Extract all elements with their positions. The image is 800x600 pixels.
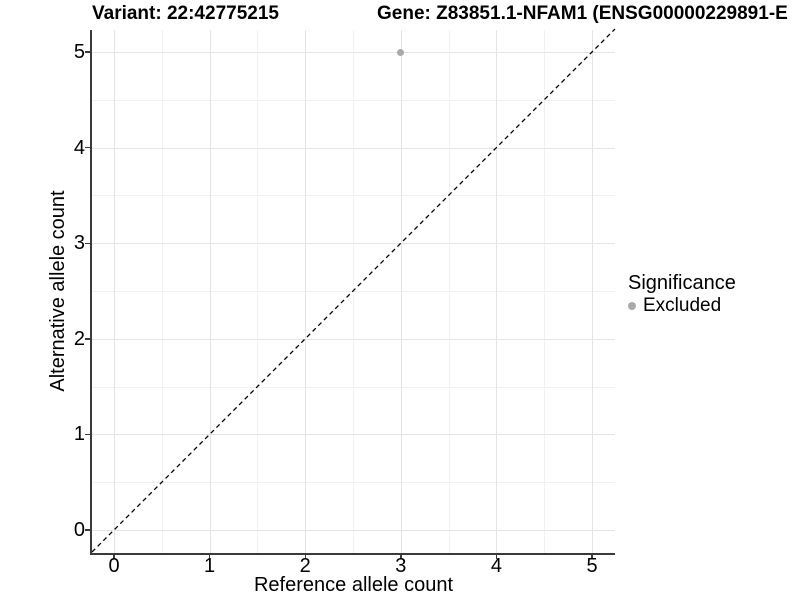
y-major-gridline (92, 434, 615, 436)
y-tick-label: 5 (73, 41, 85, 63)
legend-item-excluded: Excluded (628, 296, 736, 316)
y-minor-gridline (92, 482, 615, 484)
plot-title-variant: Variant: 22:42775215 (92, 3, 279, 24)
y-tick-label: 2 (73, 327, 85, 350)
y-minor-gridline (92, 195, 615, 197)
plot-title-gene: Gene: Z83851.1-NFAM1 (ENSG00000229891-E (377, 3, 788, 24)
x-tick-label: 2 (299, 555, 311, 577)
plot-panel (91, 28, 616, 553)
legend-item-label: Excluded (643, 295, 722, 316)
y-tick-label: 4 (73, 136, 85, 159)
y-minor-gridline (92, 386, 615, 388)
x-tick-label: 0 (108, 555, 120, 577)
data-point (397, 48, 405, 56)
legend: Significance Excluded (628, 272, 736, 316)
x-tick-label: 5 (586, 555, 598, 577)
x-tick-mark (400, 554, 402, 560)
y-tick-mark (85, 242, 90, 244)
x-tick-mark (304, 554, 306, 560)
x-tick-label: 3 (395, 555, 407, 577)
y-axis-line (90, 30, 92, 555)
x-axis-title: Reference allele count (253, 574, 453, 596)
y-tick-mark (85, 51, 90, 53)
identity-dashed-line (91, 28, 616, 553)
legend-title: Significance (628, 272, 736, 294)
y-minor-gridline (92, 291, 615, 292)
y-tick-label: 3 (73, 232, 85, 255)
y-tick-mark (85, 338, 90, 340)
x-tick-mark (208, 554, 211, 560)
y-tick-label: 1 (73, 423, 85, 446)
y-tick-mark (85, 433, 90, 436)
y-tick-mark (85, 146, 90, 149)
x-axis-line (90, 553, 615, 555)
x-major-gridline (400, 30, 402, 553)
x-major-gridline (592, 30, 594, 553)
x-major-gridline (114, 30, 115, 553)
x-major-gridline (209, 30, 211, 553)
y-major-gridline (92, 147, 615, 149)
excluded-point-icon (628, 302, 636, 310)
y-major-gridline (92, 243, 615, 245)
y-major-gridline (92, 530, 615, 532)
x-tick-mark (495, 554, 498, 560)
x-tick-mark (591, 554, 593, 560)
x-tick-label: 4 (490, 555, 502, 577)
x-tick-mark (113, 554, 115, 560)
y-tick-label: 0 (73, 519, 85, 542)
x-major-gridline (496, 30, 498, 553)
x-tick-label: 1 (204, 555, 216, 577)
x-major-gridline (305, 30, 307, 553)
y-tick-mark (85, 529, 90, 531)
y-axis-title: Alternative allele count (47, 190, 69, 392)
y-major-gridline (92, 52, 615, 53)
y-major-gridline (92, 338, 615, 340)
y-minor-gridline (92, 99, 615, 101)
